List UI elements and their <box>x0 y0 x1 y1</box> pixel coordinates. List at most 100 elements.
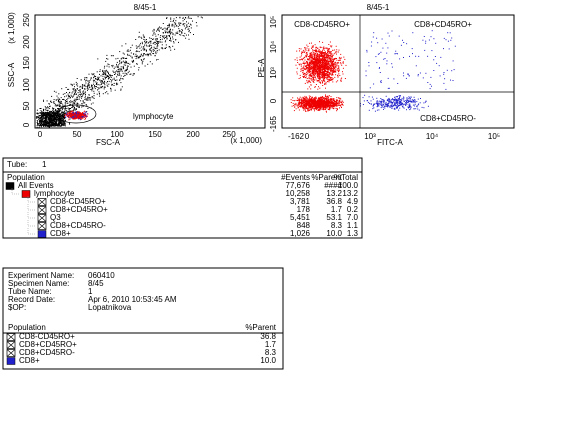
event-dot <box>325 57 326 58</box>
event-dot <box>55 122 57 124</box>
event-dot <box>71 107 73 109</box>
event-dot <box>49 125 50 127</box>
event-dot <box>332 49 334 51</box>
event-dot <box>56 120 58 122</box>
event-dot <box>136 63 138 65</box>
event-dot <box>337 62 339 63</box>
event-dot <box>312 67 314 69</box>
event-dot <box>303 68 305 70</box>
event-dot <box>81 113 83 115</box>
event-dot <box>38 112 40 114</box>
event-dot <box>41 120 43 122</box>
event-dot <box>52 125 53 127</box>
event-dot <box>75 111 77 113</box>
event-dot <box>328 76 330 78</box>
event-dot <box>319 68 321 70</box>
event-dot <box>76 88 78 89</box>
event-dot <box>323 64 325 66</box>
event-dot <box>44 113 46 115</box>
event-dot <box>54 105 56 107</box>
event-dot <box>84 113 86 115</box>
event-dot <box>307 88 309 90</box>
event-dot <box>87 80 89 82</box>
event-dot <box>298 98 300 100</box>
event-dot <box>144 65 146 67</box>
event-dot <box>337 75 339 76</box>
event-dot <box>180 34 182 36</box>
event-dot <box>173 26 175 28</box>
event-dot <box>79 116 81 118</box>
event-dot <box>48 112 50 114</box>
event-dot <box>316 58 318 60</box>
event-dot <box>304 56 305 58</box>
event-dot <box>59 106 60 107</box>
event-dot <box>64 96 66 98</box>
event-dot <box>157 40 159 42</box>
event-dot <box>303 63 305 65</box>
event-dot <box>78 115 80 117</box>
event-dot <box>147 54 149 56</box>
event-dot <box>101 73 103 75</box>
event-dot <box>127 49 129 51</box>
event-dot <box>116 82 118 84</box>
event-dot <box>58 111 60 113</box>
event-dot <box>44 117 46 119</box>
event-dot <box>110 76 112 78</box>
event-dot <box>51 101 53 103</box>
event-dot <box>312 100 314 102</box>
event-dot <box>97 87 99 88</box>
event-dot <box>36 126 38 128</box>
event-dot <box>301 100 303 102</box>
event-dot <box>36 117 38 119</box>
event-dot <box>59 110 61 112</box>
event-dot <box>89 98 91 100</box>
event-dot <box>314 57 315 58</box>
event-dot <box>64 103 66 105</box>
event-dot <box>59 105 61 106</box>
event-dot <box>327 62 329 64</box>
event-dot <box>42 114 44 116</box>
event-dot <box>310 62 312 64</box>
event-dot <box>313 76 315 78</box>
event-dot <box>124 72 126 74</box>
event-dot <box>147 55 149 57</box>
event-dot <box>193 34 194 35</box>
event-dot <box>76 84 78 86</box>
event-dot <box>314 68 316 70</box>
event-dot <box>327 58 329 60</box>
event-dot <box>90 97 92 99</box>
event-dot <box>43 123 45 125</box>
event-dot <box>76 96 78 98</box>
event-dot <box>324 73 326 75</box>
event-dot <box>40 126 42 128</box>
event-dot <box>325 107 327 109</box>
event-dot <box>310 65 312 67</box>
event-dot <box>340 80 341 82</box>
event-dot <box>300 104 302 106</box>
event-dot <box>75 90 76 92</box>
event-dot <box>320 59 322 61</box>
event-dot <box>93 97 95 99</box>
event-dot <box>311 102 313 104</box>
event-dot <box>69 103 71 105</box>
event-dot <box>335 45 337 47</box>
event-dot <box>65 106 66 108</box>
event-dot <box>159 40 161 42</box>
event-dot <box>316 61 318 63</box>
event-dot <box>342 101 344 103</box>
event-dot <box>79 89 81 90</box>
event-dot <box>310 57 312 59</box>
event-dot <box>39 120 41 122</box>
event-dot <box>66 100 68 102</box>
event-dot <box>152 30 154 32</box>
event-dot <box>316 56 318 58</box>
event-dot <box>82 100 84 102</box>
event-dot <box>330 58 332 60</box>
event-dot <box>319 87 321 89</box>
event-dot <box>150 47 152 49</box>
event-dot <box>308 80 310 82</box>
event-dot <box>63 111 65 113</box>
event-dot <box>308 71 310 73</box>
event-dot <box>84 118 86 120</box>
event-dot <box>64 124 66 126</box>
